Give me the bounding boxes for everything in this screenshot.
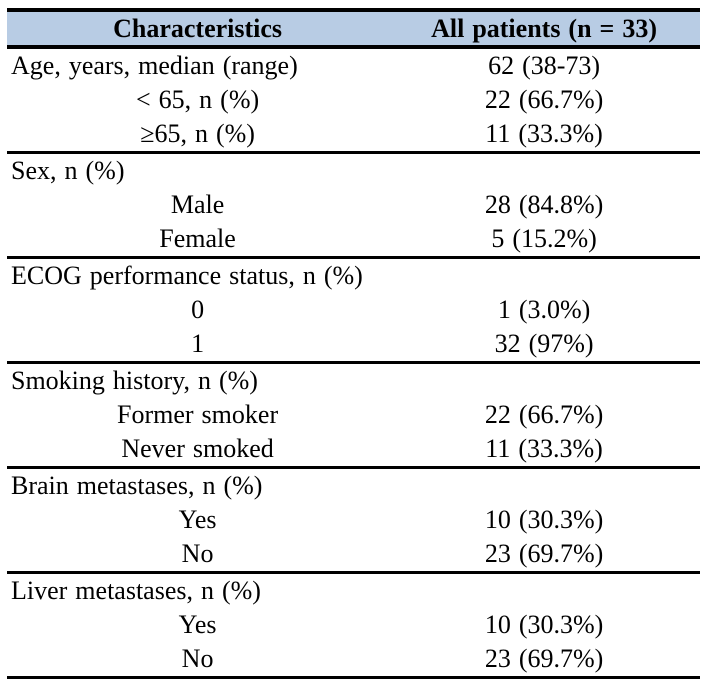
table-header-row: Characteristics All patients (n = 33) [7,12,700,49]
table-row: Smoking history, n (%) [7,361,700,398]
table-row: Brain metastases, n (%) [7,466,700,503]
row-value-cell: 1 (3.0%) [497,295,591,324]
row-value-cell [388,259,700,293]
table-row: 1 32 (97%) [7,327,700,361]
row-label-cell: No [181,539,214,568]
table-row: Never smoked 11 (33.3%) [7,432,700,466]
row-value-cell: 10 (30.3%) [484,610,604,639]
row-value-cell: 62 (38-73) [488,51,601,80]
row-label-cell: Never smoked [121,434,274,463]
row-label-cell: Sex, n (%) [11,156,125,185]
table-row: Yes 10 (30.3%) [7,503,700,537]
row-value-cell [388,364,700,398]
row-label-cell: Former smoker [117,400,279,429]
row-label-cell: Smoking history, n (%) [11,366,258,395]
row-value-cell: 22 (66.7%) [484,85,604,114]
row-label-cell: Male [170,190,225,219]
row-label-cell: Liver metastases, n (%) [11,576,261,605]
row-value-cell: 32 (97%) [494,329,594,358]
table-row: 0 1 (3.0%) [7,293,700,327]
table-row: No 23 (69.7%) [7,642,700,676]
table-row: Female 5 (15.2%) [7,222,700,256]
table-row: Age, years, median (range) 62 (38-73) [7,49,700,83]
characteristics-table: Characteristics All patients (n = 33) Ag… [7,8,700,679]
header-cell-characteristics: Characteristics [113,14,283,43]
row-value-cell: 11 (33.3%) [485,119,603,148]
row-value-cell [388,154,700,188]
table-row: ECOG performance status, n (%) [7,256,700,293]
table-row: Sex, n (%) [7,151,700,188]
table-row: Yes 10 (30.3%) [7,608,700,642]
table-row: Male 28 (84.8%) [7,188,700,222]
row-label-cell: < 65, n (%) [136,85,260,114]
row-value-cell: 5 (15.2%) [491,224,597,253]
row-label-cell: 1 [191,329,205,358]
header-cell-all-patients: All patients (n = 33) [431,14,658,43]
row-label-cell: Female [159,224,236,253]
table-row: ≥65, n (%) 11 (33.3%) [7,117,700,151]
row-value-cell: 23 (69.7%) [484,644,604,673]
row-value-cell: 23 (69.7%) [484,539,604,568]
row-value-cell: 22 (66.7%) [484,400,604,429]
row-label-cell: Brain metastases, n (%) [11,471,263,500]
row-label-cell: Yes [178,505,217,534]
table-row: Liver metastases, n (%) [7,571,700,608]
row-value-cell [388,469,700,503]
row-label-cell: 0 [191,295,205,324]
row-value-cell: 10 (30.3%) [484,505,604,534]
row-value-cell: 28 (84.8%) [484,190,604,219]
row-label-cell: ECOG performance status, n (%) [11,261,363,290]
row-label-cell: Age, years, median (range) [11,51,298,80]
row-value-cell: 11 (33.3%) [485,434,603,463]
table-row: < 65, n (%) 22 (66.7%) [7,83,700,117]
table-row: No 23 (69.7%) [7,537,700,571]
row-label-cell: Yes [178,610,217,639]
row-value-cell [388,574,700,608]
row-label-cell: ≥65, n (%) [140,119,255,148]
table-row: Former smoker 22 (66.7%) [7,398,700,432]
row-label-cell: No [181,644,214,673]
table-body: Age, years, median (range) 62 (38-73) < … [7,49,700,676]
